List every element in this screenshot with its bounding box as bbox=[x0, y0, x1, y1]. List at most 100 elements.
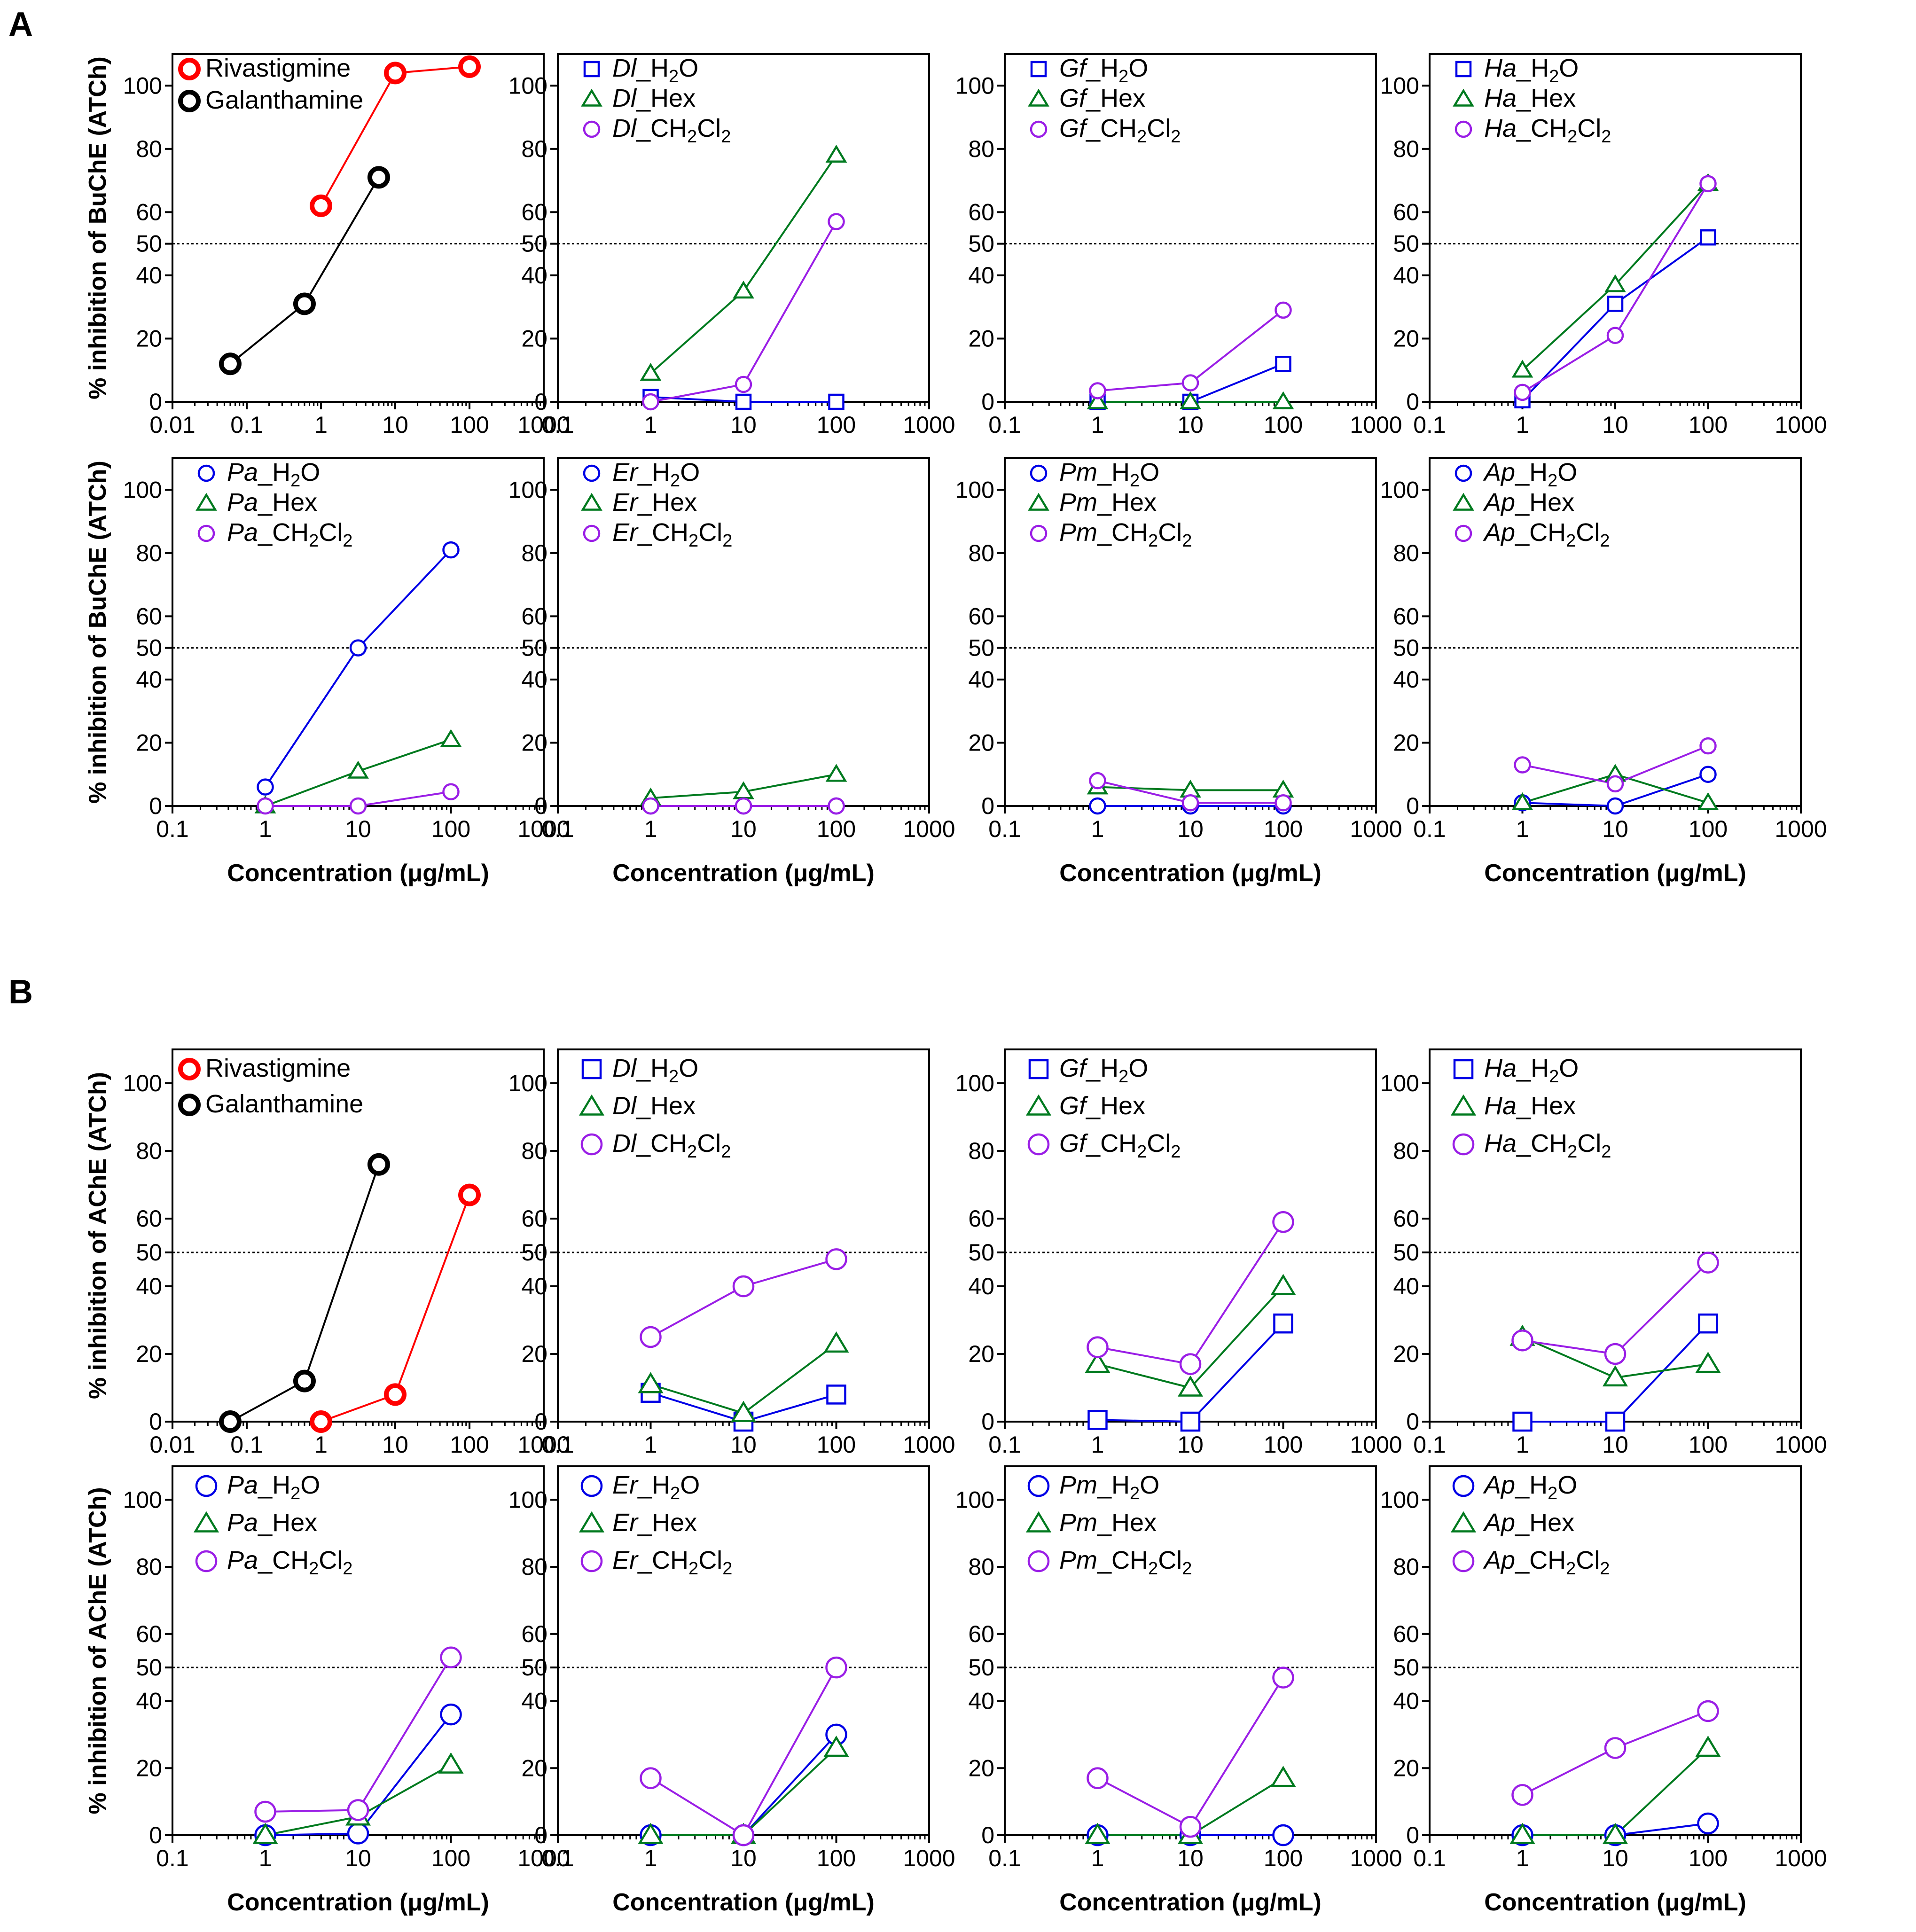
legend-marker bbox=[1455, 524, 1472, 542]
x-tick-label: 0.01 bbox=[149, 1431, 195, 1458]
x-tick-label: 0.1 bbox=[988, 816, 1021, 842]
plot-frame bbox=[172, 53, 545, 403]
y-tick-label: 20 bbox=[1393, 1755, 1419, 1781]
legend-label: Ha_CH2Cl2 bbox=[1484, 1129, 1611, 1162]
data-point bbox=[1180, 1411, 1201, 1432]
x-tick-label: 10 bbox=[730, 1431, 757, 1458]
y-tick-label: 50 bbox=[521, 635, 547, 661]
legend-label: Pa_H2O bbox=[227, 1471, 320, 1503]
legend-marker bbox=[178, 90, 201, 112]
data-point bbox=[1270, 1274, 1296, 1295]
y-tick-label: 0 bbox=[981, 389, 994, 415]
chart-b-2-3: 0 20 40 50 60 80 100 0.1 1 10 100 1000 Pm_H2O Pm_Hex P… bbox=[955, 1465, 1402, 1916]
y-tick-label: 60 bbox=[521, 199, 547, 225]
data-point bbox=[735, 797, 752, 815]
legend-label: Pm_CH2Cl2 bbox=[1059, 518, 1192, 551]
y-tick-label: 100 bbox=[1380, 72, 1419, 99]
legend-label: Dl_Hex bbox=[612, 1092, 696, 1120]
x-tick-label: 0.1 bbox=[988, 1845, 1021, 1871]
data-point bbox=[735, 393, 752, 410]
legend-label: Dl_H2O bbox=[612, 54, 698, 86]
y-tick-label: 20 bbox=[1393, 1341, 1419, 1367]
data-point bbox=[1606, 797, 1624, 815]
x-tick-label: 1000 bbox=[903, 1845, 955, 1871]
data-point bbox=[1697, 792, 1719, 811]
data-point bbox=[458, 55, 481, 78]
data-point bbox=[347, 1799, 369, 1821]
data-point bbox=[438, 1752, 464, 1774]
y-tick-label: 40 bbox=[968, 666, 994, 693]
data-point bbox=[733, 281, 754, 299]
data-point bbox=[254, 1800, 276, 1823]
y-tick-label: 50 bbox=[521, 1654, 547, 1681]
x-tick-label: 10 bbox=[1177, 816, 1204, 842]
data-point bbox=[640, 363, 662, 381]
legend-marker bbox=[178, 1058, 201, 1080]
x-tick-label: 10 bbox=[345, 1845, 371, 1871]
x-tick-label: 0.1 bbox=[156, 1845, 189, 1871]
legend-marker bbox=[580, 1475, 603, 1497]
data-point bbox=[293, 1369, 316, 1392]
x-tick-label: 0.01 bbox=[149, 412, 195, 438]
y-tick-label: 60 bbox=[136, 1621, 162, 1647]
x-tick-label: 0.1 bbox=[1413, 1845, 1446, 1871]
x-tick-label: 100 bbox=[1689, 412, 1728, 438]
x-tick-label: 0.1 bbox=[230, 1431, 263, 1458]
y-tick-label: 100 bbox=[955, 477, 994, 503]
x-tick-label: 1000 bbox=[1350, 412, 1402, 438]
chart-a-1-4: 0 20 40 50 60 80 100 0.1 1 10 100 1000 Ha_H2OHa_HexH… bbox=[1380, 53, 1827, 438]
legend-label: Gf_Hex bbox=[1059, 84, 1145, 112]
legend-marker bbox=[1030, 524, 1048, 542]
x-tick-label: 10 bbox=[382, 412, 408, 438]
data-point bbox=[1275, 301, 1292, 319]
legend-label: Gf_CH2Cl2 bbox=[1059, 114, 1181, 147]
data-point bbox=[1089, 772, 1106, 790]
legend-label: Pm_Hex bbox=[1059, 488, 1157, 516]
data-point bbox=[1602, 1822, 1628, 1844]
data-point bbox=[1181, 374, 1199, 391]
data-point bbox=[732, 1824, 755, 1846]
y-tick-label: 80 bbox=[136, 1554, 162, 1580]
y-tick-label: 40 bbox=[968, 1273, 994, 1299]
legend-marker bbox=[580, 1550, 603, 1572]
legend-marker bbox=[581, 1059, 602, 1079]
y-tick-label: 20 bbox=[1393, 729, 1419, 756]
x-tick-label: 1000 bbox=[517, 1431, 570, 1458]
y-tick-label: 100 bbox=[508, 477, 547, 503]
y-tick-label: 0 bbox=[1406, 1408, 1419, 1435]
data-point bbox=[1085, 1822, 1110, 1844]
data-point bbox=[1699, 175, 1717, 193]
x-tick-label: 1 bbox=[314, 1431, 328, 1458]
data-point bbox=[1177, 1375, 1204, 1397]
series-line bbox=[1522, 1747, 1709, 1836]
data-point bbox=[347, 760, 369, 779]
y-tick-label: 0 bbox=[149, 793, 162, 819]
x-tick-label: 1 bbox=[644, 412, 657, 438]
data-point bbox=[1085, 1352, 1110, 1373]
y-tick-label: 40 bbox=[1393, 1273, 1419, 1299]
data-point bbox=[735, 375, 752, 393]
chart-a-2-2: 0 20 40 50 60 80 100 0.1 1 10 100 1000 Er_H2OEr_HexE… bbox=[508, 457, 955, 887]
x-tick-label: 0.1 bbox=[156, 816, 189, 842]
x-tick-label: 1000 bbox=[903, 1431, 955, 1458]
x-tick-label: 100 bbox=[450, 1431, 489, 1458]
legend-marker bbox=[197, 524, 215, 542]
data-point bbox=[1604, 1343, 1627, 1365]
series-line bbox=[650, 1747, 837, 1836]
data-point bbox=[219, 352, 242, 375]
y-tick-label: 20 bbox=[968, 1755, 994, 1781]
data-point bbox=[642, 393, 659, 411]
chart-b-1-3: 0 20 40 50 60 80 100 0.1 1 10 100 1000 Gf_H2O Gf_Hex G… bbox=[955, 1048, 1402, 1458]
y-tick-label: 40 bbox=[968, 1688, 994, 1714]
y-tick-label: 0 bbox=[149, 1822, 162, 1848]
legend-label: Dl_CH2Cl2 bbox=[612, 114, 731, 147]
x-tick-label: 1 bbox=[1516, 816, 1529, 842]
x-tick-label: 1000 bbox=[903, 412, 955, 438]
chart-b-1-2: 0 20 40 50 60 80 100 0.1 1 10 100 1000 Dl_H2O Dl_Hex D… bbox=[508, 1048, 955, 1458]
x-tick-label: 1 bbox=[1091, 1431, 1104, 1458]
x-tick-label: 1 bbox=[1091, 1845, 1104, 1871]
x-tick-label: 1 bbox=[1091, 412, 1104, 438]
y-tick-label: 80 bbox=[136, 1138, 162, 1164]
